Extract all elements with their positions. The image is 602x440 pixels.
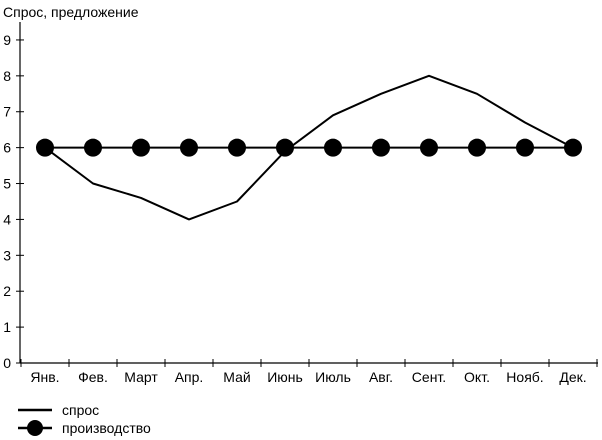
x-tick-label: Окт.	[464, 369, 490, 385]
data-point-marker	[36, 138, 54, 157]
y-tick-label: 6	[3, 140, 11, 156]
data-point-marker	[468, 138, 486, 157]
x-tick-label: Авг.	[369, 369, 393, 385]
markers	[36, 138, 582, 157]
y-tick-label: 9	[3, 32, 11, 48]
data-point-marker	[420, 138, 438, 157]
data-point-marker	[372, 138, 390, 157]
data-point-marker	[228, 138, 246, 157]
x-tick-label: Нояб.	[506, 369, 543, 385]
x-tick-label: Дек.	[559, 369, 586, 385]
data-point-marker	[132, 138, 150, 157]
y-tick-label: 7	[3, 104, 11, 120]
y-tick-label: 2	[3, 283, 11, 299]
y-tick-label: 3	[3, 247, 11, 263]
legend: спрос производство	[18, 402, 151, 436]
y-axis-title: Спрос, предложение	[3, 4, 139, 20]
series-line-0	[44, 74, 574, 221]
y-tick-label: 1	[3, 319, 11, 335]
y-tick-label: 4	[3, 211, 11, 227]
axes	[19, 22, 598, 364]
x-tick-label: Июль	[315, 369, 351, 385]
x-tick-label: Апр.	[175, 369, 204, 385]
y-ticks: 0 1 2 3 4 5 6 7 8 9	[3, 32, 24, 371]
legend-label-proizvodstvo: производство	[62, 420, 151, 436]
data-point-marker	[516, 138, 534, 157]
data-point-marker	[276, 138, 294, 157]
x-tick-label: Сент.	[412, 369, 446, 385]
data-point-marker	[84, 138, 102, 157]
legend-marker-proizvodstvo	[27, 420, 43, 436]
x-ticks: Янв. Фев. Март Апр. Май Июнь Июль Авг. Сент. Окт.…	[20, 359, 598, 385]
y-tick-label: 0	[3, 355, 11, 371]
y-tick-label: 5	[3, 176, 11, 192]
data-point-marker	[180, 138, 198, 157]
x-tick-label: Март	[124, 369, 158, 385]
series-lines	[44, 74, 574, 221]
x-tick-label: Фев.	[78, 369, 108, 385]
legend-label-spros: спрос	[62, 402, 99, 418]
data-point-marker	[324, 138, 342, 157]
x-tick-label: Янв.	[30, 369, 59, 385]
y-tick-label: 8	[3, 68, 11, 84]
data-point-marker	[564, 138, 582, 157]
x-tick-label: Май	[223, 369, 250, 385]
x-tick-label: Июнь	[267, 369, 303, 385]
